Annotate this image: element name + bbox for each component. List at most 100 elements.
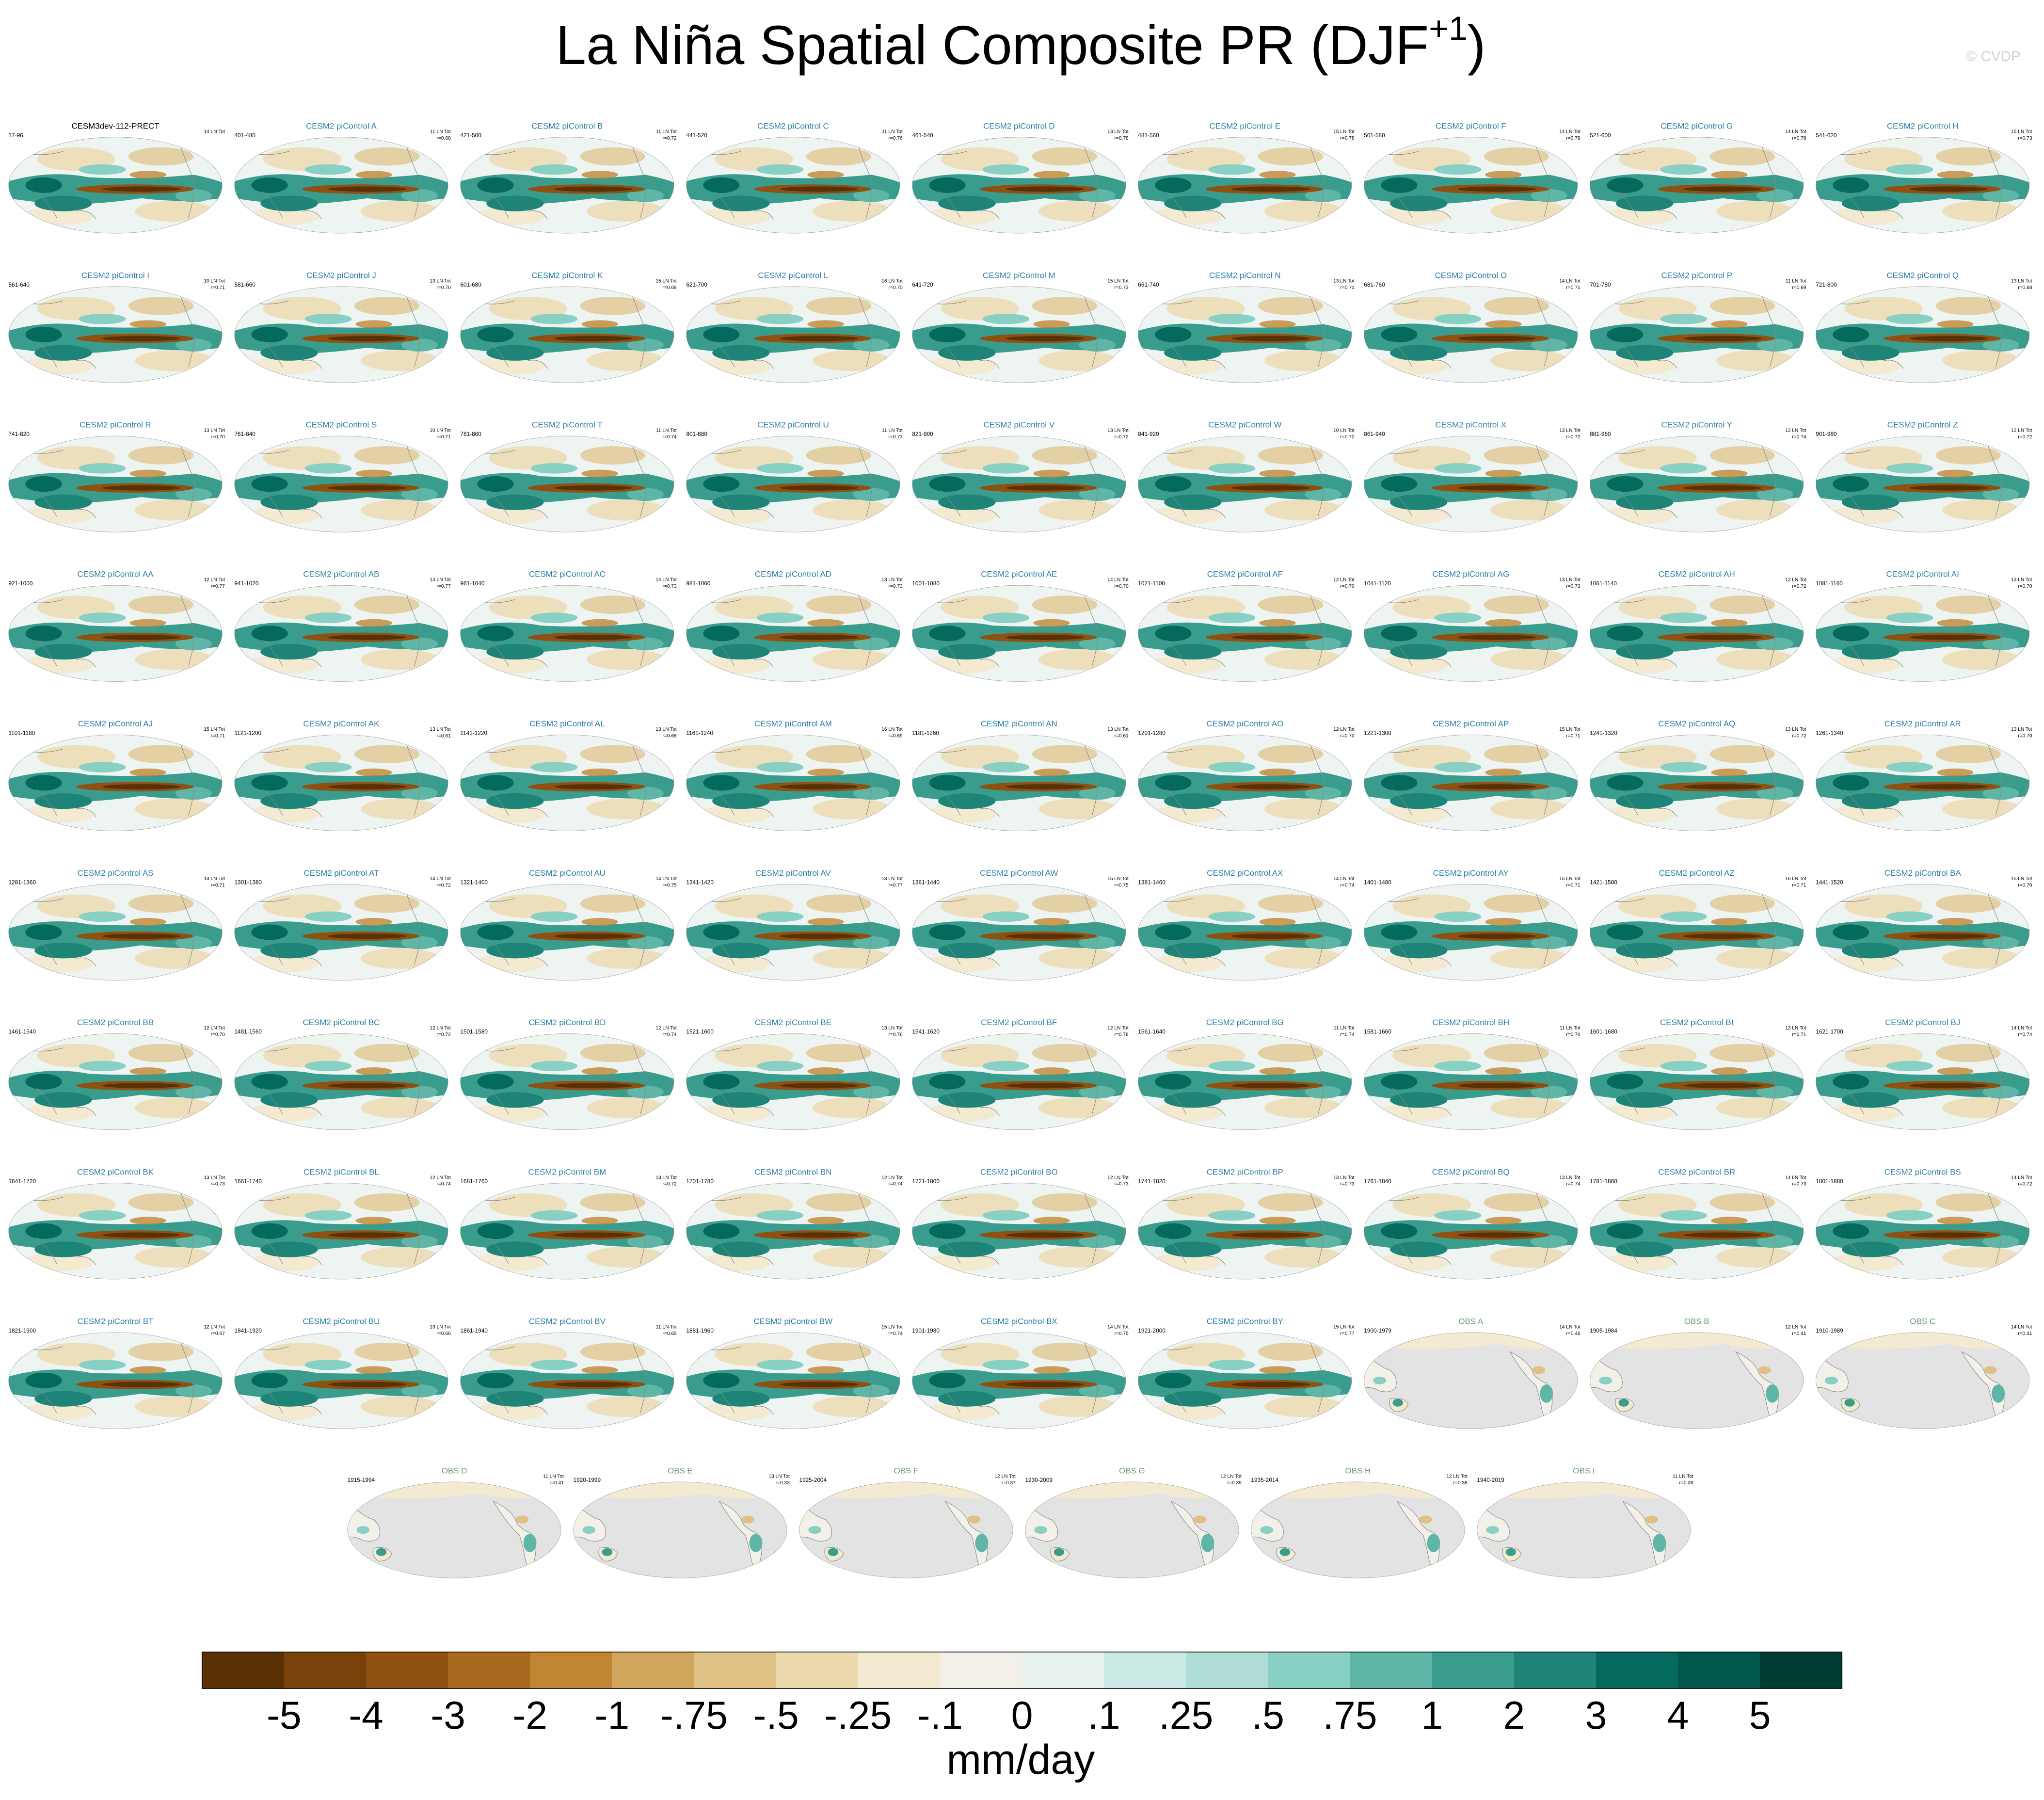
- map-panel: [460, 1332, 674, 1429]
- panel-title: CESM2 piControl BP: [1207, 1167, 1283, 1176]
- panel-title: CESM3dev-112-PRECT: [71, 121, 159, 130]
- colorbar-box: [858, 1652, 941, 1689]
- panel-correlation: r=0.74: [663, 1032, 677, 1038]
- panel-title: CESM2 piControl H: [1887, 121, 1959, 130]
- panel-correlation: r=0.61: [437, 733, 451, 739]
- panel-title: CESM2 piControl E: [1209, 121, 1280, 130]
- map-panel: [686, 137, 900, 233]
- panel-title: CESM2 piControl B: [532, 121, 603, 130]
- map-panel: [912, 287, 1126, 383]
- panel-period: 541-620: [1816, 132, 1837, 139]
- panel-period: 17-96: [8, 132, 23, 139]
- panel-count: 12 LN Tot: [204, 1026, 225, 1031]
- map-panel: [8, 1033, 222, 1130]
- map-panel: [912, 1033, 1126, 1130]
- map-panel: [234, 735, 448, 831]
- panel-title: OBS I: [1573, 1466, 1595, 1476]
- panel-period: 1915-1994: [348, 1477, 375, 1483]
- panel-title: CESM2 piControl AE: [981, 570, 1057, 579]
- panel-period: 941-1020: [234, 580, 258, 587]
- panel-title: CESM2 piControl BJ: [1885, 1018, 1960, 1027]
- panel-correlation: r=0.72: [663, 136, 677, 141]
- map-panel: [1590, 287, 1804, 383]
- panel-period: 861-940: [1364, 431, 1385, 437]
- map-panel: [234, 884, 448, 980]
- panel-title: CESM2 piControl BG: [1206, 1018, 1284, 1027]
- panel-title: CESM2 piControl BQ: [1432, 1167, 1510, 1176]
- panel-count: 14 LN Tot: [1559, 278, 1581, 284]
- colorbar-box: [1104, 1652, 1187, 1689]
- panel-period: 1161-1240: [686, 729, 713, 736]
- map-panel: [460, 1033, 674, 1130]
- panel-period: 1301-1380: [234, 879, 262, 885]
- panel-period: 1935-2014: [1251, 1477, 1278, 1483]
- map-panel: [912, 1183, 1126, 1279]
- panel-correlation: r=0.66: [663, 733, 677, 739]
- panel-correlation: r=0.73: [663, 584, 677, 589]
- panel-correlation: r=0.41: [2018, 1331, 2032, 1336]
- panel-correlation: r=0.70: [437, 285, 451, 290]
- colorbar-label: 0: [1011, 1694, 1033, 1737]
- panel-title: CESM2 piControl AN: [981, 719, 1057, 728]
- map-panel: [1590, 1033, 1804, 1130]
- map-panel: [460, 585, 674, 682]
- panel-title: CESM2 piControl BY: [1207, 1317, 1283, 1326]
- panel-correlation: r=0.74: [2018, 1032, 2032, 1038]
- panel-period: 841-920: [1138, 431, 1159, 437]
- panel-period: 1241-1320: [1590, 729, 1617, 736]
- panel-correlation: r=0.71: [1566, 883, 1581, 888]
- panel-period: 401-480: [234, 132, 256, 139]
- panel-title: CESM2 piControl V: [983, 420, 1054, 430]
- panel-period: 1401-1480: [1364, 879, 1391, 885]
- panel-period: 461-540: [912, 132, 933, 139]
- map-panel: [8, 735, 222, 831]
- panel-title: CESM2 piControl BX: [981, 1317, 1057, 1326]
- panel-correlation: r=0.39: [1228, 1480, 1242, 1486]
- panel-period: 521-600: [1590, 132, 1611, 139]
- panel-title: CESM2 piControl AC: [529, 570, 606, 579]
- panel-title: OBS A: [1458, 1317, 1484, 1326]
- map-panel: [1590, 735, 1804, 831]
- panel-count: 15 LN Tot: [1107, 278, 1129, 284]
- panel-correlation: r=0.77: [211, 584, 225, 589]
- panel-correlation: r=0.68: [663, 285, 677, 290]
- panel-count: 13 LN Tot: [204, 876, 225, 882]
- panel-correlation: r=0.79: [1566, 136, 1581, 141]
- panel-correlation: r=0.70: [2018, 733, 2032, 739]
- panel-period: 1421-1500: [1590, 879, 1617, 885]
- panel-title: CESM2 piControl AR: [1884, 719, 1961, 728]
- title-superscript: +1: [1429, 10, 1468, 48]
- panel-count: 13 LN Tot: [881, 876, 903, 882]
- panel-period: 1920-1999: [574, 1477, 601, 1483]
- panel-correlation: r=0.73: [1792, 1182, 1806, 1187]
- map-panel: [460, 884, 674, 980]
- map-panel: [1816, 884, 2029, 980]
- panel-title: CESM2 piControl AH: [1659, 570, 1735, 579]
- panel-title: CESM2 piControl J: [306, 271, 376, 280]
- map-panel: [234, 1183, 448, 1279]
- map-panel: [1816, 1183, 2029, 1279]
- colorbar-frame: [201, 1651, 1843, 1689]
- panel-title: CESM2 piControl N: [1209, 271, 1281, 280]
- colorbar-box: [1186, 1652, 1269, 1689]
- panel-correlation: r=0.70: [1340, 733, 1355, 739]
- panel-correlation: r=0.71: [1792, 883, 1806, 888]
- colorbar-box: [366, 1652, 448, 1689]
- map-panel: [1138, 884, 1352, 980]
- panel-count: 13 LN Tot: [1107, 727, 1129, 732]
- panel-title: CESM2 piControl AS: [77, 868, 153, 878]
- panel-count: 12 LN Tot: [1220, 1474, 1242, 1479]
- panel-period: 1681-1760: [460, 1178, 488, 1185]
- map-panel: [1138, 585, 1352, 682]
- panel-correlation: r=0.71: [211, 883, 225, 888]
- panel-title: CESM2 piControl K: [532, 271, 603, 280]
- panel-title: CESM2 piControl BU: [303, 1317, 380, 1326]
- panel-title: CESM2 piControl BL: [303, 1167, 379, 1176]
- panel-title: CESM2 piControl Z: [1887, 420, 1958, 430]
- panel-period: 1021-1100: [1138, 580, 1165, 587]
- panel-title: CESM2 piControl AA: [77, 570, 154, 579]
- colorbar-box: [1677, 1652, 1760, 1689]
- panel-period: 1821-1900: [8, 1327, 36, 1334]
- colorbar-units: mm/day: [946, 1736, 1095, 1783]
- panel-title: CESM2 piControl AD: [755, 570, 831, 579]
